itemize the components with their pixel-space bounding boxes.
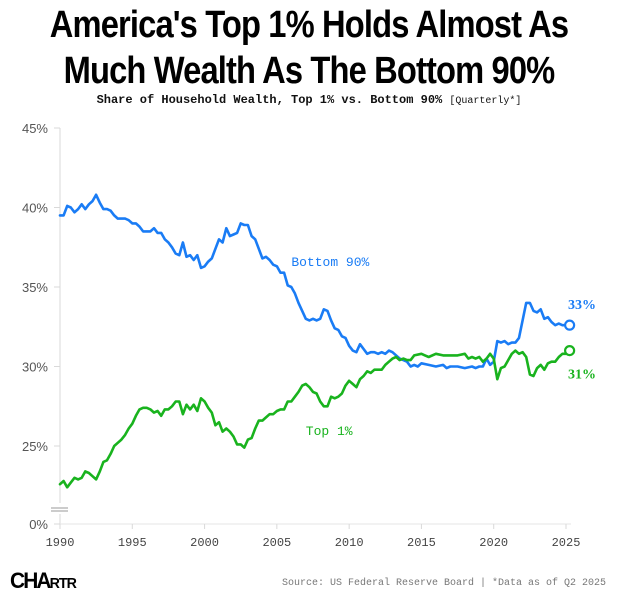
- axes: 0% 25% 30% 35% 40% 45% 1990 1995 2000 2005 2010 201…: [22, 121, 580, 550]
- series-line-bottom-90: [58, 193, 571, 370]
- y-tick-label: 40%: [22, 201, 48, 216]
- chart-title-line-1: America's Top 1% Holds Almost As: [49, 4, 569, 46]
- y-tick-label: 25%: [22, 439, 48, 454]
- x-tick-label: 1995: [118, 536, 147, 550]
- series-line-top-1: [58, 349, 571, 489]
- series-label-bottom-90: Bottom 90%: [291, 255, 369, 270]
- chart-title-line-2: Much Wealth As The Bottom 90%: [63, 50, 556, 92]
- x-tick-label: 2015: [407, 536, 436, 550]
- chart-title: America's Top 1% Holds Almost As Much We…: [43, 2, 574, 94]
- y-tick-label: 0%: [29, 517, 48, 532]
- end-marker-top-1: [564, 345, 576, 357]
- end-value-label-top-1: 31%: [568, 368, 596, 383]
- logo-main: CHA: [10, 568, 51, 593]
- subtitle-text: Share of Household Wealth, Top 1% vs. Bo…: [96, 93, 443, 107]
- end-marker-bottom-90: [564, 319, 576, 331]
- end-value-label-bottom-90: 33%: [568, 298, 596, 313]
- subtitle-note: [Quarterly*]: [449, 96, 522, 107]
- x-tick-label: 2000: [190, 536, 219, 550]
- x-tick-label: 2020: [479, 536, 508, 550]
- y-tick-label: 35%: [22, 280, 48, 295]
- y-tick-label: 30%: [22, 360, 48, 375]
- series-label-top-1: Top 1%: [306, 424, 353, 439]
- x-tick-label: 2005: [262, 536, 291, 550]
- y-tick-label: 45%: [22, 121, 48, 136]
- logo-rest: RTR: [49, 575, 77, 592]
- chart-subtitle: Share of Household Wealth, Top 1% vs. Bo…: [0, 93, 618, 107]
- series-labels: 33% Bottom 90% 31% Top 1%: [291, 255, 596, 439]
- series-group: [58, 193, 576, 489]
- x-tick-label: 2025: [552, 536, 581, 550]
- source-note: Source: US Federal Reserve Board | *Data…: [281, 578, 606, 589]
- x-tick-label: 1990: [46, 536, 75, 550]
- x-tick-label: 2010: [335, 536, 364, 550]
- chartr-logo: CHARTR: [10, 568, 77, 594]
